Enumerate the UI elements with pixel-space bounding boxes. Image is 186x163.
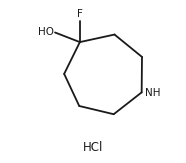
Text: HCl: HCl: [83, 141, 103, 155]
Text: NH: NH: [145, 88, 161, 98]
Text: HO: HO: [38, 27, 54, 37]
Text: F: F: [77, 9, 83, 19]
